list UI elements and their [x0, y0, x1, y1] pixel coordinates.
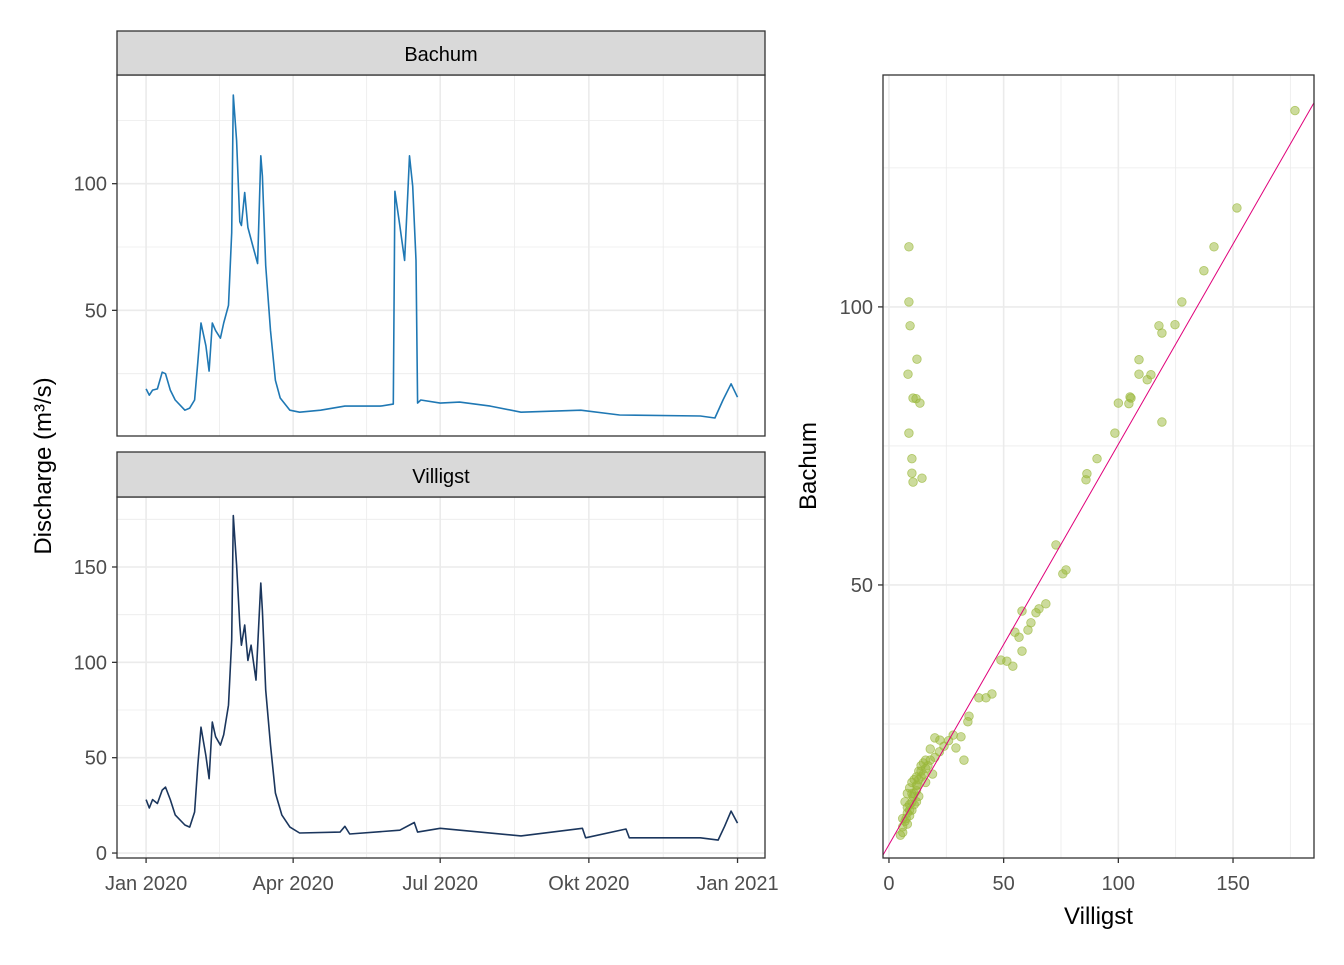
scatter-point — [1126, 393, 1136, 403]
y-tick-label: 100 — [840, 297, 873, 319]
scatter-point — [1023, 625, 1033, 635]
y-tick-label: 150 — [74, 557, 107, 579]
scatter-point — [902, 819, 913, 829]
facet-strip-label: Villigst — [412, 466, 470, 488]
scatter-point — [1157, 328, 1167, 338]
scatter-point — [907, 454, 917, 464]
scatter-point — [904, 242, 914, 252]
scatter-point — [1110, 428, 1120, 438]
scatter-point — [917, 473, 927, 483]
scatter-point — [1170, 319, 1180, 330]
scatter-point — [920, 755, 931, 765]
scatter-point — [956, 732, 966, 742]
scatter-point — [963, 717, 973, 727]
y-tick-label: 100 — [74, 652, 107, 674]
scatter-point — [905, 321, 915, 331]
reference-line — [882, 102, 1315, 856]
scatter-point — [912, 354, 922, 364]
series-line-bachum — [145, 94, 739, 419]
series-line-villigst — [145, 514, 739, 841]
scatter-point — [1058, 569, 1068, 579]
x-tick-label: 0 — [883, 873, 894, 895]
scatter-point — [916, 766, 926, 776]
y-tick-label: 50 — [85, 748, 107, 770]
scatter-point — [904, 297, 914, 307]
scatter-point — [904, 428, 914, 438]
x-tick-label: Jul 2020 — [402, 873, 478, 895]
scatter-point — [898, 827, 908, 838]
scatter-point — [930, 733, 940, 743]
scatter-point — [974, 693, 984, 703]
y-tick-label: 50 — [851, 575, 873, 597]
x-tick-label: Jan 2020 — [105, 873, 187, 895]
panel-background — [117, 75, 765, 436]
facet-strip — [116, 451, 766, 498]
scatter-point — [907, 468, 917, 478]
y-axis-title: Bachum — [795, 422, 822, 510]
scatter-point — [1177, 297, 1187, 307]
x-axis-title: Villigst — [1064, 903, 1133, 930]
facet-strip-label: Bachum — [404, 44, 477, 66]
x-tick-label: Jan 2021 — [696, 873, 778, 895]
panel-background — [117, 497, 765, 858]
scatter-point — [1002, 656, 1012, 666]
scatter-point — [1113, 398, 1124, 408]
x-tick-label: Apr 2020 — [253, 873, 334, 895]
scatter-point — [1134, 369, 1144, 379]
scatter-point — [915, 398, 925, 408]
scatter-point — [1017, 646, 1027, 656]
scatter-point — [1041, 599, 1051, 609]
panel-background — [883, 75, 1314, 858]
scatter-point — [1157, 417, 1167, 427]
scatter-point — [1031, 608, 1041, 618]
facet-bachum: Bachum 50 100 — [74, 30, 766, 437]
x-tick-label: 100 — [1102, 873, 1135, 895]
facet-strip — [116, 30, 766, 76]
scatter-point — [1290, 105, 1300, 116]
scatter-point — [1209, 242, 1219, 252]
scatter-point — [1092, 454, 1102, 464]
scatter-point — [959, 755, 969, 765]
scatter-point — [1232, 203, 1242, 213]
scatter-point — [1134, 355, 1144, 365]
scatter-point — [903, 369, 913, 379]
scatter-point — [1008, 661, 1018, 671]
scatter-point — [1142, 375, 1152, 385]
scatter-point — [1081, 475, 1091, 485]
y-tick-label: 100 — [74, 174, 107, 196]
facet-villigst: Villigst 0 50 100 150 — [74, 451, 766, 865]
scatter-point — [911, 780, 922, 790]
y-tick-label: 50 — [85, 300, 107, 322]
scatter-panel: 0 50 100 150 50 100 Villigst Bachum — [795, 74, 1315, 930]
y-tick-label: 0 — [96, 843, 107, 865]
scatter-point — [1014, 632, 1024, 642]
scatter-point — [908, 477, 918, 487]
panel-border — [882, 74, 1315, 859]
x-tick-label: 150 — [1216, 873, 1249, 895]
scatter-point — [1199, 266, 1209, 276]
scatter-point — [925, 744, 935, 754]
y-axis-title: Discharge (m³/s) — [30, 377, 57, 554]
scatter-point — [951, 743, 961, 753]
x-tick-label: Okt 2020 — [548, 873, 629, 895]
x-tick-label: 50 — [993, 873, 1015, 895]
